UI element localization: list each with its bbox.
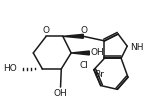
Polygon shape [71, 51, 89, 55]
Text: NH: NH [130, 43, 144, 52]
Text: Br: Br [94, 70, 104, 79]
Polygon shape [63, 34, 83, 38]
Text: O: O [43, 27, 50, 36]
Text: OH: OH [54, 89, 67, 98]
Text: OH: OH [91, 48, 104, 57]
Text: Cl: Cl [80, 61, 89, 70]
Text: HO: HO [3, 64, 17, 73]
Text: O: O [80, 27, 87, 36]
